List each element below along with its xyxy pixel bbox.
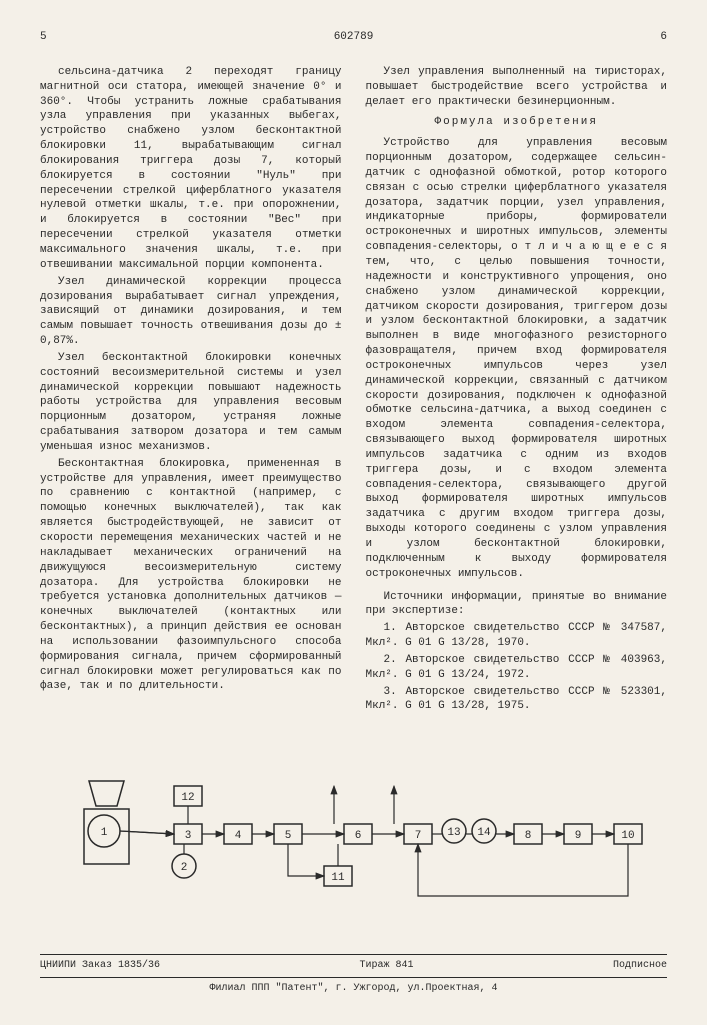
svg-text:11: 11 — [331, 872, 345, 884]
svg-text:8: 8 — [524, 830, 531, 842]
svg-text:4: 4 — [234, 830, 241, 842]
svg-text:5: 5 — [284, 830, 291, 842]
patent-number: 602789 — [334, 30, 374, 45]
footer-podpis: Подписное — [613, 959, 667, 973]
svg-text:14: 14 — [477, 827, 491, 839]
svg-text:12: 12 — [181, 792, 194, 804]
svg-text:2: 2 — [180, 862, 187, 874]
footer: ЦНИИПИ Заказ 1835/36 Тираж 841 Подписное… — [40, 942, 667, 995]
source-3: 3. Авторское свидетельство СССР № 523301… — [366, 685, 668, 715]
right-column: Узел управления выполненный на тиристора… — [366, 65, 668, 716]
page-number-left: 5 — [40, 30, 47, 45]
para-2: Узел динамической коррекции процесса доз… — [40, 275, 342, 349]
footer-filial: Филиал ППП "Патент", г. Ужгород, ул.Прое… — [40, 982, 667, 996]
claim-para: Устройство для управления весовым порцио… — [366, 136, 668, 581]
page-header: 5 602789 6 — [40, 30, 667, 45]
svg-text:13: 13 — [447, 827, 460, 839]
footer-org: ЦНИИПИ Заказ 1835/36 — [40, 959, 160, 973]
para-4: Бесконтактная блокировка, примененная в … — [40, 457, 342, 695]
svg-text:10: 10 — [621, 830, 634, 842]
para-3: Узел бесконтактной блокировки конечных с… — [40, 351, 342, 455]
svg-text:9: 9 — [574, 830, 581, 842]
source-2: 2. Авторское свидетельство СССР № 403963… — [366, 653, 668, 683]
block-diagram: 1 12 3 2 4 5 6 11 7 13 14 8 9 10 — [40, 746, 667, 922]
text-columns: сельсина-датчика 2 переходят границу маг… — [40, 65, 667, 716]
svg-text:3: 3 — [184, 830, 191, 842]
intro-para: Узел управления выполненный на тиристора… — [366, 65, 668, 110]
page-number-right: 6 — [660, 30, 667, 45]
diagram-svg: 1 12 3 2 4 5 6 11 7 13 14 8 9 10 — [44, 746, 664, 916]
svg-text:1: 1 — [100, 827, 107, 839]
para-1: сельсина-датчика 2 переходят границу маг… — [40, 65, 342, 273]
source-1: 1. Авторское свидетельство СССР № 347587… — [366, 621, 668, 651]
footer-tirage: Тираж 841 — [360, 959, 414, 973]
left-column: сельсина-датчика 2 переходят границу маг… — [40, 65, 342, 716]
sources-title: Источники информации, принятые во вниман… — [366, 590, 668, 620]
formula-title: Формула изобретения — [366, 115, 668, 130]
svg-text:6: 6 — [354, 830, 361, 842]
sources-block: Источники информации, принятые во вниман… — [366, 590, 668, 715]
svg-text:7: 7 — [414, 830, 421, 842]
